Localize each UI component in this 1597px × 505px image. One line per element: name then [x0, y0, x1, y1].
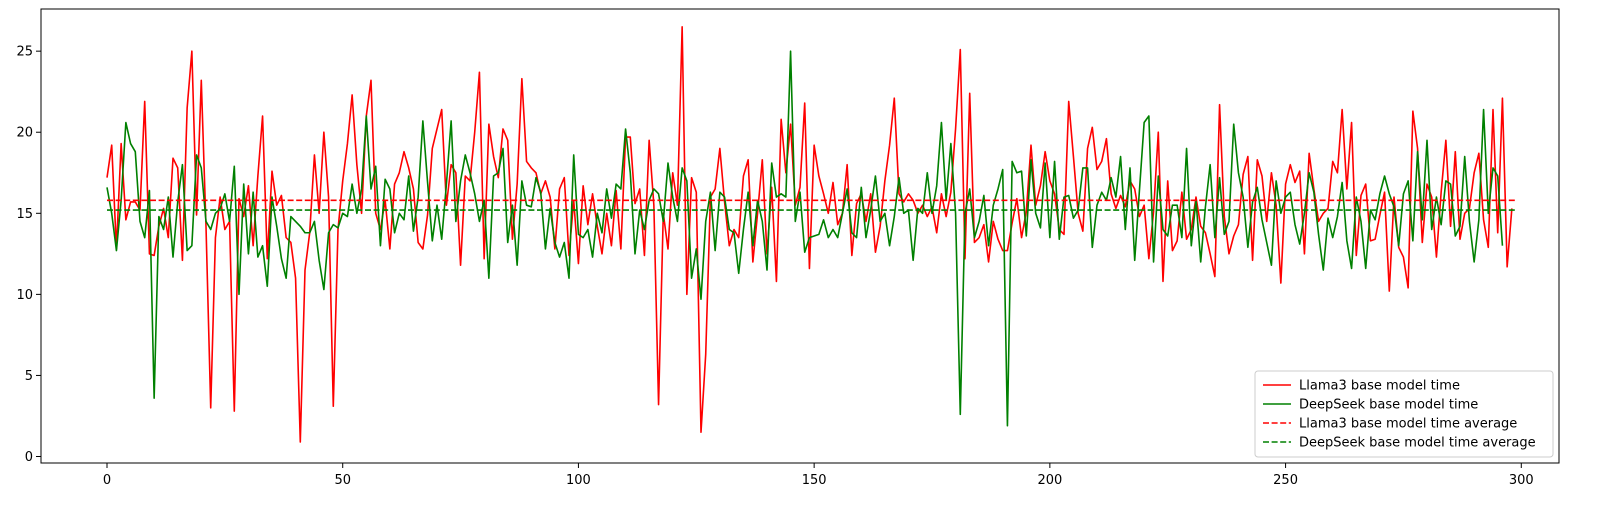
y-tick-label: 0 [25, 450, 33, 465]
y-tick-label: 20 [16, 126, 33, 141]
y-axis: 0 5 10 15 20 25 [16, 45, 41, 465]
x-tick-label: 250 [1273, 473, 1298, 488]
legend-label: Llama3 base model time average [1299, 417, 1517, 432]
y-tick-label: 10 [16, 288, 33, 303]
legend-label: Llama3 base model time [1299, 379, 1460, 394]
x-tick-label: 50 [334, 473, 351, 488]
legend: Llama3 base model time DeepSeek base mode… [1254, 370, 1554, 458]
legend-label: DeepSeek base model time [1299, 398, 1478, 413]
legend-box [1254, 370, 1554, 458]
y-tick-label: 25 [16, 45, 33, 60]
y-tick-label: 5 [25, 369, 33, 384]
x-tick-label: 100 [566, 473, 591, 488]
series-lines [106, 26, 1517, 443]
x-tick-label: 200 [1037, 473, 1062, 488]
legend-label: DeepSeek base model time average [1299, 436, 1536, 451]
x-tick-label: 300 [1509, 473, 1534, 488]
x-axis: 0 50 100 150 200 250 300 [103, 463, 1534, 488]
series-line-0 [106, 26, 1513, 443]
y-tick-label: 15 [16, 207, 33, 222]
x-tick-label: 0 [103, 473, 111, 488]
series-line-1 [106, 50, 1504, 427]
x-tick-label: 150 [802, 473, 827, 488]
